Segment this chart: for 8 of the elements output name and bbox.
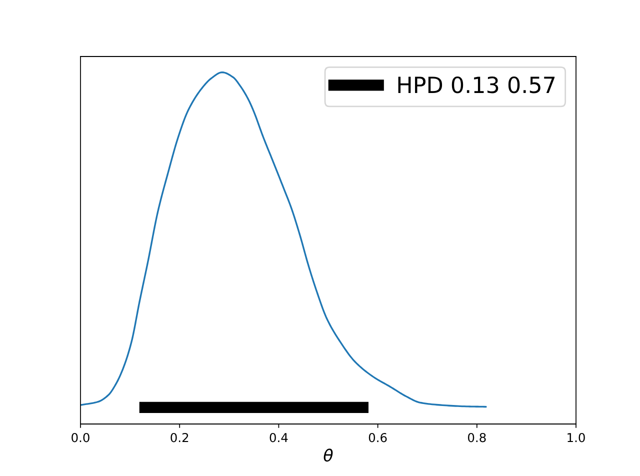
legend-label: HPD 0.13 0.57 bbox=[398, 76, 555, 94]
x-axis-title: θ bbox=[324, 448, 333, 462]
x-tick-label: 0.6 bbox=[368, 432, 387, 442]
x-tick-label: 0.8 bbox=[468, 432, 486, 442]
x-tick-label: 0.0 bbox=[72, 432, 90, 442]
x-tick-label: 1.0 bbox=[568, 432, 585, 442]
x-tick-label: 0.2 bbox=[170, 432, 188, 442]
x-tick-label: 0.4 bbox=[270, 432, 288, 442]
